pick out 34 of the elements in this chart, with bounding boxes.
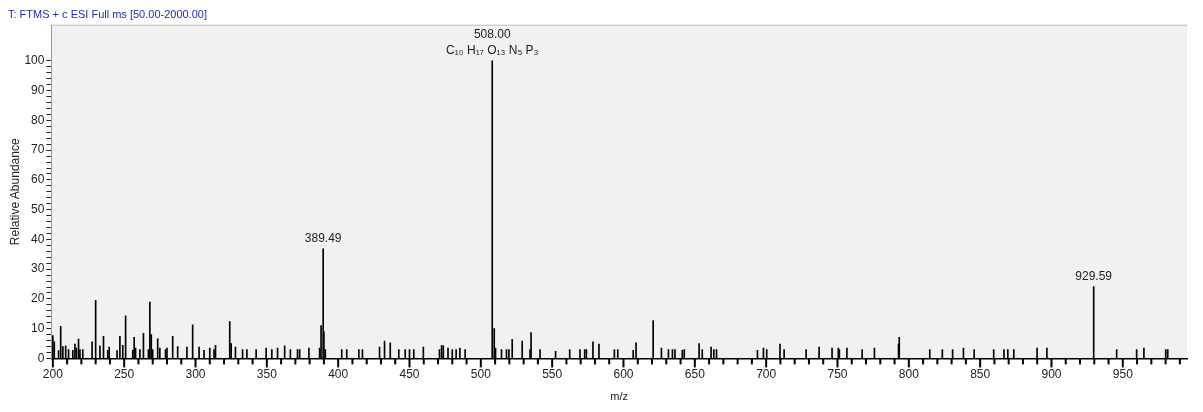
y-tick-label: 50 xyxy=(31,201,45,216)
y-tick-label: 100 xyxy=(24,53,45,68)
y-tick-label: 20 xyxy=(31,291,45,306)
x-tick-label: 950 xyxy=(1112,366,1134,381)
x-tick-label: 850 xyxy=(970,366,991,381)
chart-title: T: FTMS + c ESI Full ms [50.00-2000.00] xyxy=(8,7,207,20)
x-tick-label: 400 xyxy=(328,366,349,381)
x-tick-label: 600 xyxy=(613,366,634,381)
x-tick-label: 500 xyxy=(470,366,492,381)
y-tick-label: 40 xyxy=(31,231,45,246)
x-tick-label: 900 xyxy=(1041,366,1062,381)
annotation: C₁₀ H₁₇ O₁₃ N₅ P₃ xyxy=(445,43,539,58)
y-tick-label: 0 xyxy=(37,350,45,365)
y-tick-label: 80 xyxy=(31,112,45,127)
x-tick-label: 200 xyxy=(42,366,64,381)
y-tick-label: 70 xyxy=(31,142,45,157)
y-tick-label: 30 xyxy=(31,261,45,276)
annotation: 389.49 xyxy=(304,231,342,246)
x-tick-label: 700 xyxy=(756,366,777,381)
x-tick-label: 300 xyxy=(185,366,206,381)
y-tick-label: 60 xyxy=(31,172,45,187)
annotation: 508.00 xyxy=(473,27,511,42)
x-tick-label: 800 xyxy=(898,366,920,381)
y-tick-label: 90 xyxy=(31,82,45,97)
x-tick-label: 450 xyxy=(399,366,420,381)
x-tick-label: 750 xyxy=(827,366,848,381)
x-axis-title: m/z xyxy=(610,390,629,403)
x-tick-label: 550 xyxy=(542,366,563,381)
x-tick-label: 650 xyxy=(684,366,706,381)
annotation: 929.59 xyxy=(1075,269,1113,284)
x-tick-label: 350 xyxy=(256,366,278,381)
x-tick-label: 250 xyxy=(114,366,135,381)
y-tick-label: 10 xyxy=(31,320,45,335)
y-axis-title: Relative Abundance xyxy=(7,138,22,246)
